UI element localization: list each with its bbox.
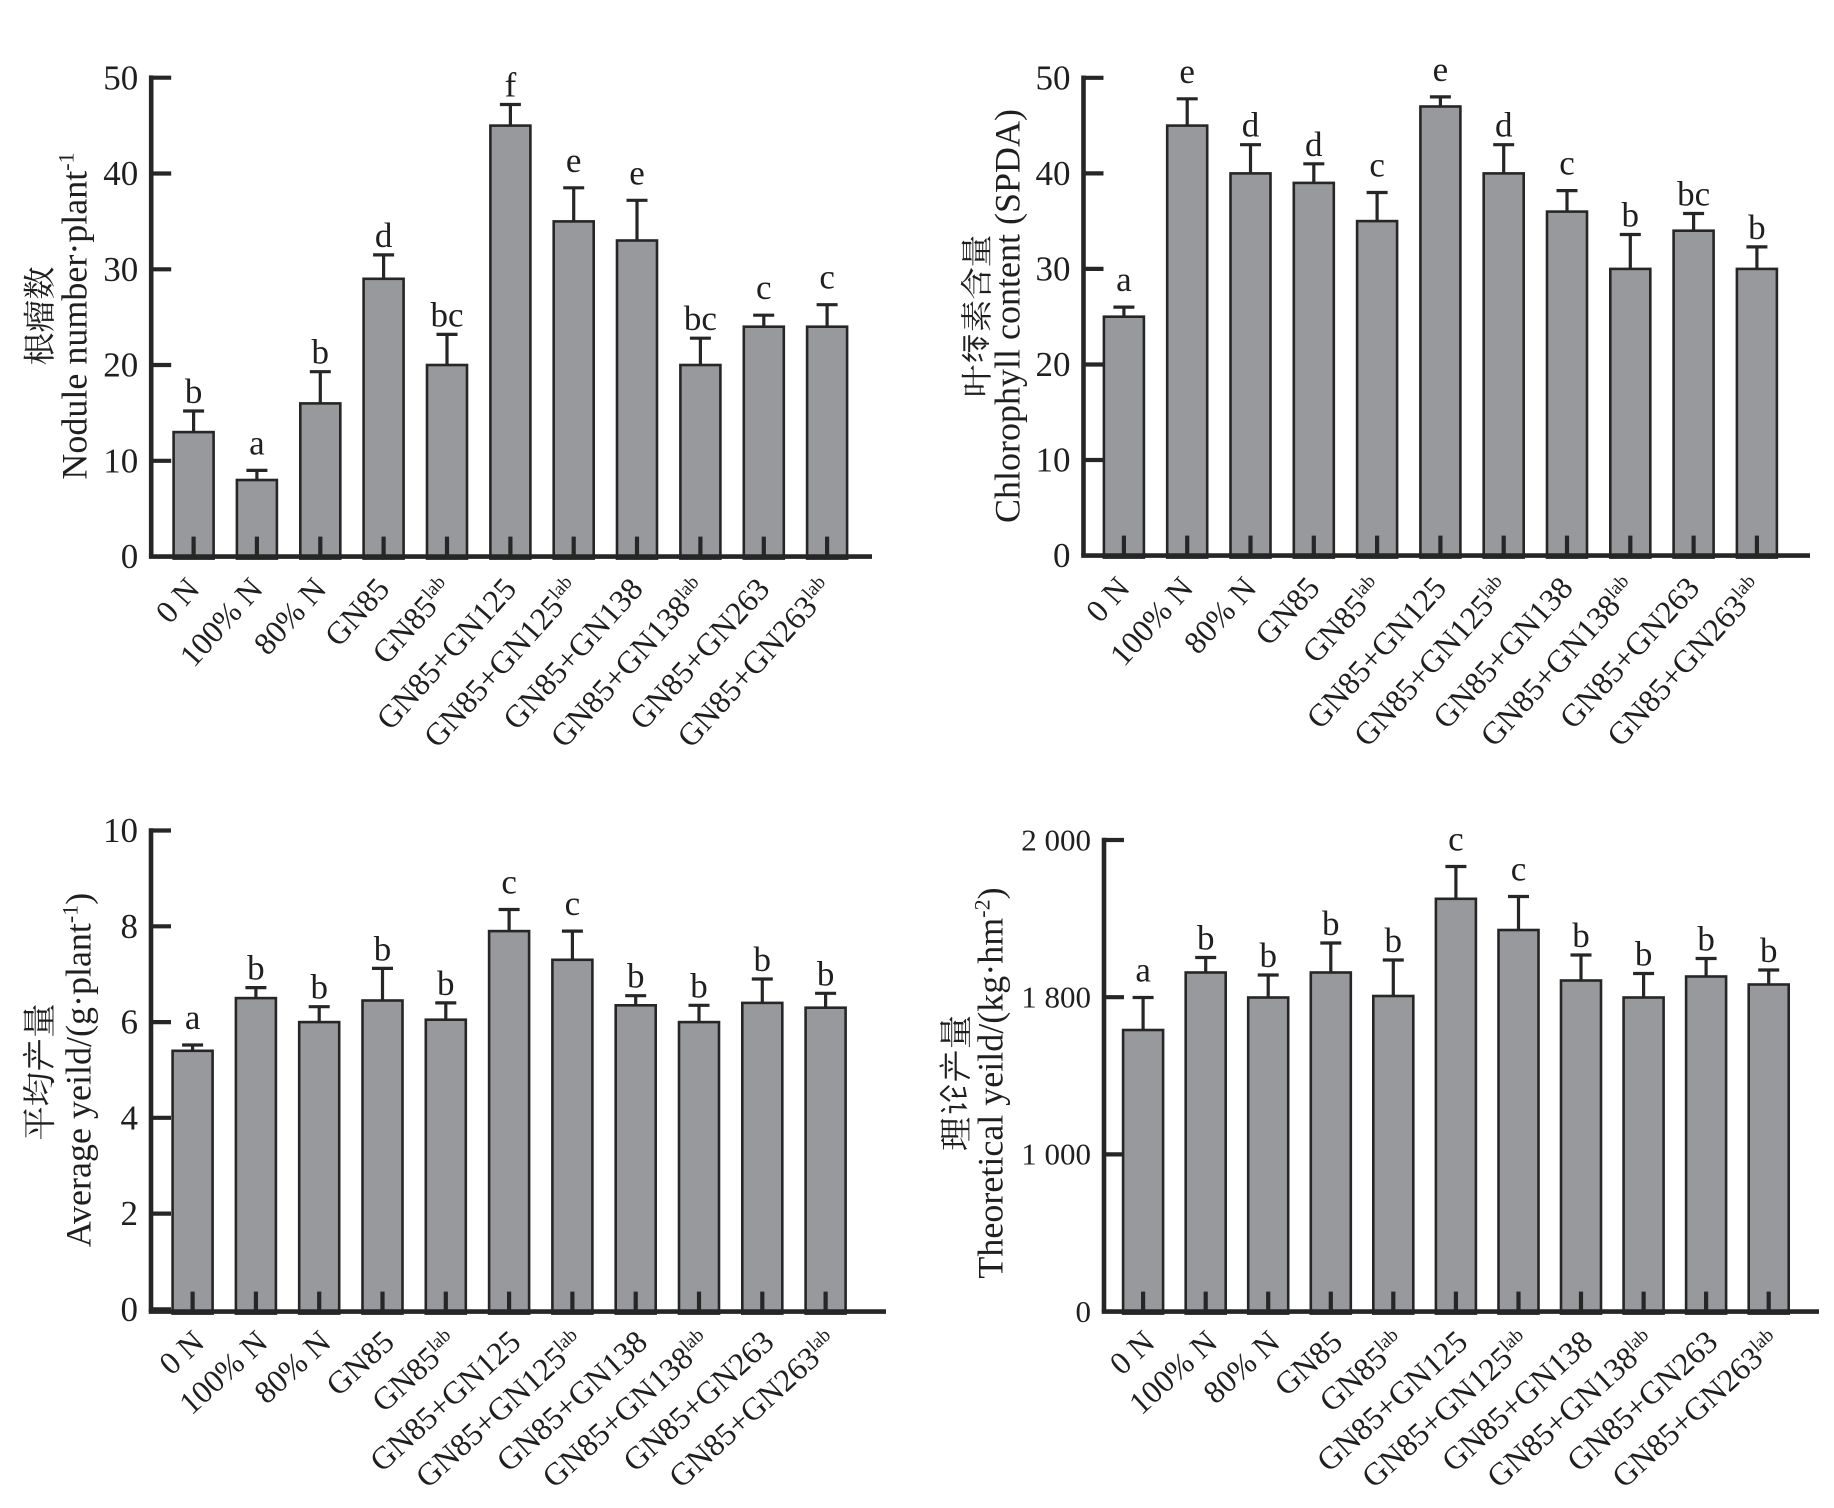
svg-text:c: c bbox=[756, 268, 772, 307]
svg-text:6: 6 bbox=[121, 1003, 139, 1042]
svg-text:b: b bbox=[1385, 921, 1403, 960]
svg-text:d: d bbox=[1305, 125, 1323, 164]
svg-text:c: c bbox=[565, 884, 581, 923]
svg-text:b: b bbox=[1622, 196, 1640, 235]
svg-text:e: e bbox=[629, 153, 645, 192]
svg-text:b: b bbox=[1748, 208, 1766, 247]
svg-text:b: b bbox=[437, 964, 455, 1003]
svg-text:c: c bbox=[501, 863, 517, 902]
svg-text:d: d bbox=[1495, 106, 1513, 145]
svg-text:bc: bc bbox=[684, 299, 717, 338]
svg-text:2: 2 bbox=[121, 1194, 139, 1233]
svg-text:30: 30 bbox=[103, 250, 138, 289]
svg-text:40: 40 bbox=[1036, 154, 1071, 193]
svg-text:0: 0 bbox=[1076, 1294, 1092, 1329]
svg-text:a: a bbox=[1135, 951, 1151, 990]
svg-text:20: 20 bbox=[1036, 345, 1071, 384]
svg-text:10: 10 bbox=[103, 441, 138, 480]
svg-text:50: 50 bbox=[103, 58, 138, 97]
svg-text:4: 4 bbox=[121, 1098, 139, 1137]
svg-text:bc: bc bbox=[1677, 175, 1710, 214]
svg-text:Average yeild/(g·plant-1): Average yeild/(g·plant-1) bbox=[58, 893, 99, 1248]
svg-text:0: 0 bbox=[121, 537, 139, 576]
svg-text:a: a bbox=[249, 423, 265, 462]
svg-text:0: 0 bbox=[121, 1290, 139, 1329]
svg-text:8: 8 bbox=[121, 907, 139, 946]
svg-text:e: e bbox=[1433, 50, 1449, 89]
svg-text:Chlorophyll content (SPDA): Chlorophyll content (SPDA) bbox=[988, 109, 1028, 523]
svg-text:2 000: 2 000 bbox=[1021, 822, 1091, 857]
svg-text:a: a bbox=[185, 998, 201, 1037]
svg-text:b: b bbox=[690, 966, 708, 1005]
svg-text:40: 40 bbox=[103, 154, 138, 193]
svg-text:1 000: 1 000 bbox=[1021, 1137, 1091, 1172]
svg-text:f: f bbox=[505, 66, 517, 105]
svg-text:b: b bbox=[1697, 920, 1715, 959]
svg-text:bc: bc bbox=[430, 295, 463, 334]
svg-text:c: c bbox=[1559, 144, 1575, 183]
svg-text:d: d bbox=[375, 216, 393, 255]
svg-text:b: b bbox=[627, 957, 645, 996]
svg-text:c: c bbox=[819, 258, 835, 297]
svg-text:b: b bbox=[312, 333, 330, 372]
svg-text:10: 10 bbox=[103, 811, 138, 850]
svg-text:b: b bbox=[1635, 935, 1653, 974]
svg-text:b: b bbox=[1322, 904, 1340, 943]
svg-text:b: b bbox=[310, 968, 328, 1007]
svg-text:b: b bbox=[1197, 919, 1215, 958]
svg-text:e: e bbox=[1179, 52, 1195, 91]
svg-text:b: b bbox=[374, 929, 392, 968]
svg-text:c: c bbox=[1448, 820, 1464, 859]
svg-text:b: b bbox=[247, 949, 265, 988]
svg-text:Theoretical yeild/(kg·hm-2): Theoretical yeild/(kg·hm-2) bbox=[970, 887, 1011, 1278]
svg-text:b: b bbox=[1572, 916, 1590, 955]
svg-text:d: d bbox=[1242, 106, 1260, 145]
svg-text:e: e bbox=[566, 141, 582, 180]
svg-text:b: b bbox=[817, 954, 835, 993]
svg-text:50: 50 bbox=[1036, 58, 1071, 97]
svg-text:b: b bbox=[1760, 931, 1778, 970]
svg-text:b: b bbox=[1259, 936, 1277, 975]
svg-text:1 800: 1 800 bbox=[1021, 980, 1091, 1015]
svg-text:0: 0 bbox=[1053, 536, 1071, 575]
svg-text:c: c bbox=[1511, 850, 1527, 889]
svg-text:a: a bbox=[1116, 260, 1132, 299]
svg-text:10: 10 bbox=[1036, 441, 1071, 480]
svg-text:Nodule number·plant-1: Nodule number·plant-1 bbox=[54, 152, 95, 479]
svg-text:c: c bbox=[1369, 146, 1385, 185]
svg-text:20: 20 bbox=[103, 346, 138, 385]
svg-text:b: b bbox=[754, 940, 772, 979]
svg-text:30: 30 bbox=[1036, 250, 1071, 289]
svg-text:b: b bbox=[185, 372, 203, 411]
